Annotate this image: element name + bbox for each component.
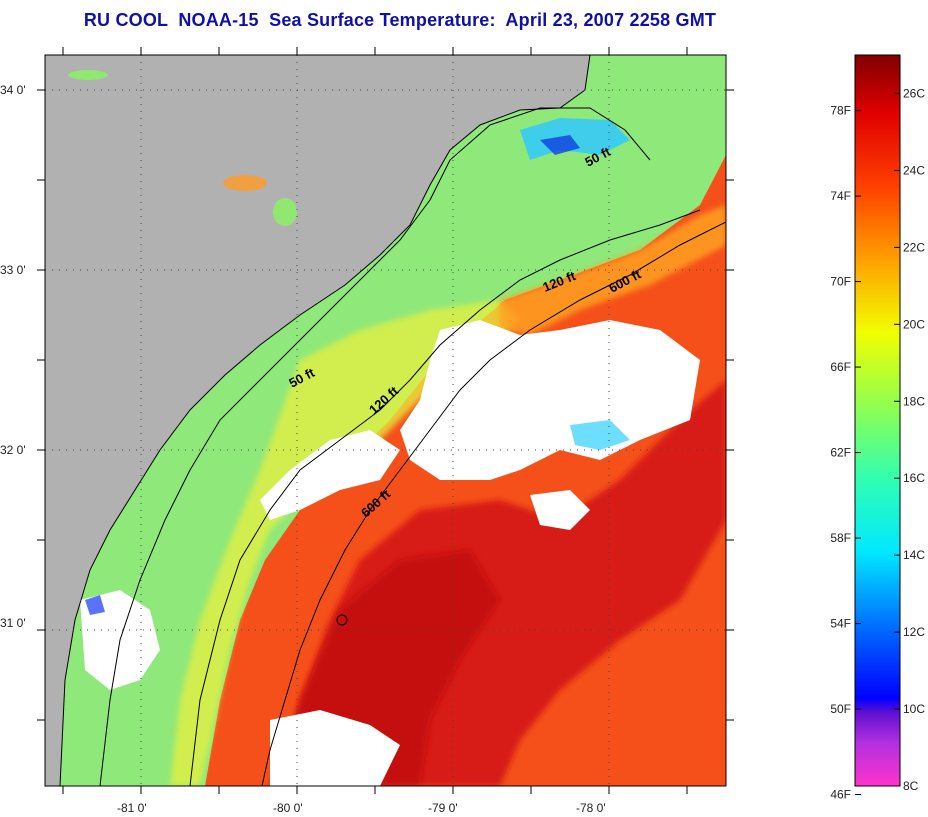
colorbar-label-f: 78F bbox=[830, 104, 851, 118]
colorbar-label-c: 26C bbox=[903, 86, 925, 100]
colorbar: 78F 74F 70F 66F 62F 58F 54F 50F 46F 26C 24C 22C 20C… bbox=[830, 54, 925, 802]
lat-label-32: 32 0' bbox=[0, 443, 26, 457]
lat-label-34: 34 0' bbox=[0, 83, 26, 97]
colorbar-label-c: 24C bbox=[903, 163, 925, 177]
colorbar-label-c: 14C bbox=[903, 548, 925, 562]
cool-water-patch bbox=[520, 118, 630, 160]
transition-band bbox=[170, 300, 520, 786]
colorbar-ticks bbox=[855, 92, 900, 796]
colorbar-fahrenheit-labels: 78F 74F 70F 66F 62F 58F 54F 50F 46F bbox=[830, 104, 851, 802]
colorbar-gradient bbox=[854, 54, 901, 787]
colorbar-label-f: 66F bbox=[830, 360, 851, 374]
colorbar-label-f: 70F bbox=[830, 275, 851, 289]
cold-water-patch bbox=[540, 135, 580, 155]
graticule bbox=[37, 47, 734, 794]
isobath-600ft bbox=[261, 221, 726, 786]
land-area bbox=[45, 55, 590, 786]
lon-label-79: -79 0' bbox=[428, 801, 458, 815]
colorbar-label-c: 8C bbox=[903, 779, 919, 793]
lon-label-80: -80 0' bbox=[273, 801, 303, 815]
station-marker bbox=[336, 614, 348, 626]
colorbar-label-f: 54F bbox=[830, 617, 851, 631]
cloud-patch bbox=[260, 430, 400, 520]
cool-water-patch bbox=[570, 420, 630, 450]
cloud-patch bbox=[270, 710, 400, 786]
colorbar-celsius-labels: 26C 24C 22C 20C 18C 16C 14C 12C 10C 8C bbox=[903, 86, 925, 793]
colorbar-label-c: 18C bbox=[903, 394, 925, 408]
sst-image bbox=[45, 55, 726, 786]
colorbar-label-c: 12C bbox=[903, 625, 925, 639]
colorbar-label-c: 10C bbox=[903, 702, 925, 716]
lat-label-31: 31 0' bbox=[0, 616, 26, 630]
colorbar-label-f: 74F bbox=[830, 189, 851, 203]
colorbar-label-f: 46F bbox=[830, 788, 851, 802]
colorbar-label-f: 50F bbox=[830, 702, 851, 716]
cloud-patch bbox=[530, 490, 590, 530]
colorbar-label-f: 62F bbox=[830, 446, 851, 460]
map-title: RU COOL NOAA-15 Sea Surface Temperature:… bbox=[83, 10, 717, 30]
colorbar-label-c: 22C bbox=[903, 240, 925, 254]
coastline bbox=[59, 55, 591, 786]
lon-label-78: -78 0' bbox=[576, 801, 606, 815]
inland-water-patch bbox=[68, 70, 108, 80]
cold-water-patch bbox=[85, 595, 105, 615]
colorbar-label-c: 16C bbox=[903, 471, 925, 485]
inland-water-patch bbox=[223, 175, 267, 191]
isobath-120ft bbox=[189, 209, 701, 786]
lon-label-81: -81 0' bbox=[117, 801, 147, 815]
colorbar-label-c: 20C bbox=[903, 317, 925, 331]
map-frame bbox=[44, 54, 727, 787]
isobath-50ft bbox=[99, 107, 651, 786]
colorbar-label-f: 58F bbox=[830, 531, 851, 545]
inland-water-patch bbox=[273, 198, 297, 226]
lat-label-33: 33 0' bbox=[0, 263, 26, 277]
